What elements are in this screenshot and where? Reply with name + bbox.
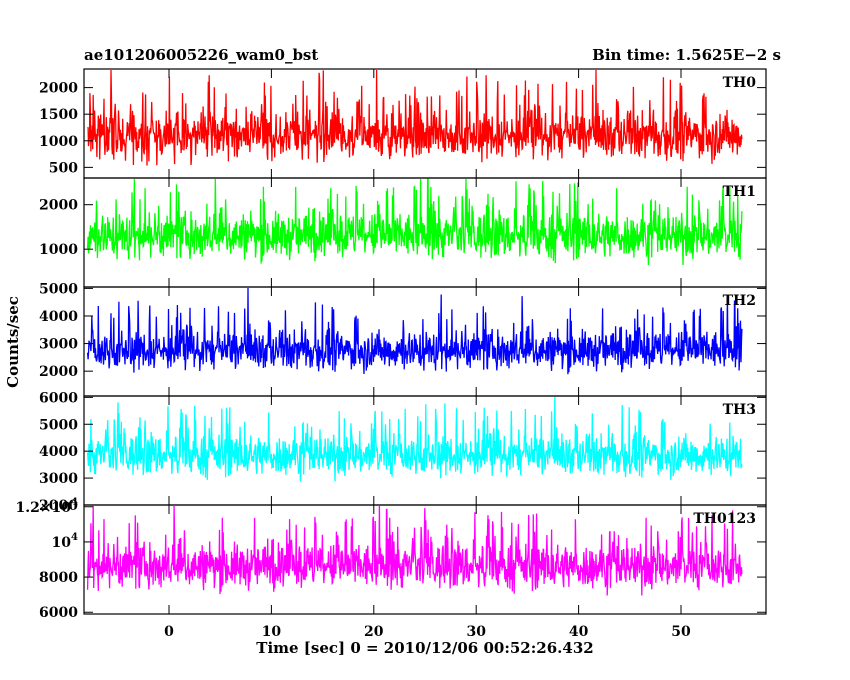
panel-label-th2: TH2 bbox=[723, 293, 756, 309]
bin-time-label: Bin time: 1.5625E−2 s bbox=[592, 46, 781, 64]
x-tick-label: 10 bbox=[262, 624, 282, 640]
y-tick-label: 6000 bbox=[39, 390, 78, 406]
y-tick-label: 1.2×104 bbox=[15, 497, 78, 516]
panel-th1: 1000 2000 TH1 bbox=[39, 177, 767, 288]
y-tick-label: 8000 bbox=[39, 570, 78, 586]
y-tick-label: 3000 bbox=[39, 471, 78, 487]
x-tick-label: 30 bbox=[466, 624, 486, 640]
y-tick-label: 2000 bbox=[39, 498, 78, 514]
y-axis-label: Counts/sec bbox=[4, 296, 22, 388]
series-th0123-line bbox=[86, 505, 743, 596]
y-tick-label: 1500 bbox=[39, 107, 78, 123]
y-tick-label: 1000 bbox=[39, 134, 78, 150]
panel-th0123: 6000 8000 104 1.2×104 TH0123 bbox=[15, 497, 767, 621]
x-tick-label: 20 bbox=[364, 624, 384, 640]
x-axis: 0 10 20 30 40 50 bbox=[164, 624, 691, 640]
y-tick-label: 104 bbox=[52, 532, 78, 551]
x-tick-label: 40 bbox=[569, 624, 589, 640]
y-tick-label: 2000 bbox=[39, 364, 78, 380]
panel-th0: 500 1000 1500 2000 TH0 bbox=[39, 68, 767, 179]
series-th0-line bbox=[87, 69, 743, 166]
y-tick-label: 4000 bbox=[39, 309, 78, 325]
series-th2-line bbox=[86, 287, 743, 375]
panel-th2: 2000 3000 4000 5000 TH2 bbox=[39, 281, 767, 397]
y-tick-label: 6000 bbox=[39, 605, 78, 621]
x-axis-label: Time [sec] 0 = 2010/12/06 00:52:26.432 bbox=[256, 639, 593, 657]
panel-frame bbox=[83, 504, 767, 615]
y-tick-label: 3000 bbox=[39, 337, 78, 353]
y-tick-label: 1000 bbox=[39, 242, 78, 258]
series-th1-line bbox=[86, 178, 743, 266]
panel-label-th1: TH1 bbox=[723, 184, 756, 200]
y-tick-label: 5000 bbox=[39, 417, 78, 433]
panel-label-th3: TH3 bbox=[723, 402, 756, 418]
panel-label-th0: TH0 bbox=[723, 75, 757, 91]
panel-th3: 2000 3000 4000 5000 6000 TH3 bbox=[39, 390, 767, 514]
panels-group: 500 1000 1500 2000 TH0 1000 2000 TH1 2000 3000 400… bbox=[15, 68, 767, 621]
x-tick-label: 0 bbox=[164, 624, 174, 640]
x-tick-label: 50 bbox=[671, 624, 691, 640]
y-tick-label: 5000 bbox=[39, 281, 78, 297]
y-tick-label: 4000 bbox=[39, 444, 78, 460]
y-tick-label: 2000 bbox=[39, 81, 78, 97]
y-tick-label: 2000 bbox=[39, 198, 78, 214]
panel-label-th0123: TH0123 bbox=[693, 511, 756, 527]
chart-title: ae101206005226_wam0_bst bbox=[84, 46, 318, 64]
y-tick-label: 500 bbox=[49, 160, 78, 176]
series-th3-line bbox=[86, 396, 743, 482]
